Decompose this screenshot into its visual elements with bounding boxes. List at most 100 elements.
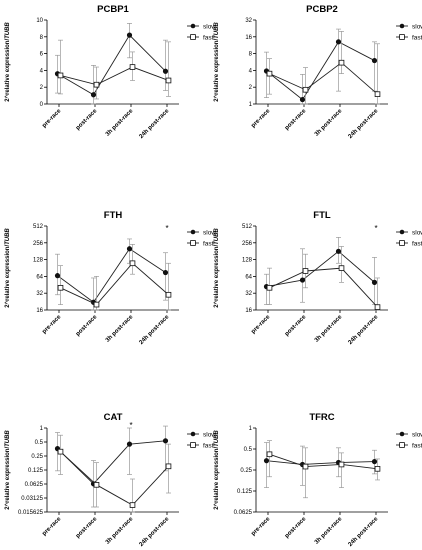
legend-label: fast [412,34,422,41]
data-point [338,59,345,66]
y-axis-label: 2^relative expression/TUBB [5,22,11,102]
data-point [338,265,345,271]
legend-marker [399,23,405,29]
y-tick-label: 16 [245,308,252,314]
data-point [162,269,169,276]
series-fast [57,39,172,100]
chart-title: TFRC [309,412,334,423]
y-tick-label: 64 [245,274,252,280]
series-slow [263,237,378,305]
y-tick-label: 16 [36,308,43,314]
y-tick-label: 0.25 [240,468,252,474]
x-tick-label: 3h post-race [105,314,135,344]
x-tick-label: 3h post-race [105,516,135,546]
legend-label: slow [412,23,422,30]
y-tick-label: 0.0625 [25,482,44,488]
y-tick-label: 0.015625 [18,510,44,516]
series-line [266,41,375,101]
legend: slow fast [187,431,216,449]
series-fast [266,440,381,499]
significance-marker: * [165,224,168,233]
x-tick-label: 24h post-race [348,108,380,140]
series-slow [54,23,169,105]
data-point [93,81,100,88]
series-line [269,453,378,470]
legend-marker [190,23,196,29]
data-point [263,458,270,464]
data-point [266,451,273,458]
data-point [338,461,345,468]
legend-label: fast [412,442,422,449]
series-line [60,66,169,86]
y-axis-label: 2^relative expression/TUBB [214,22,220,102]
x-tick-label: 24h post-race [348,314,380,346]
y-tick-label: 512 [33,224,44,230]
legend-marker [190,431,196,437]
x-tick-label: 3h post-race [314,516,344,546]
legend-marker [190,240,196,246]
y-tick-label: 0.125 [28,468,44,474]
data-point [90,92,97,98]
y-axis-label: 2^relative expression/TUBB [5,430,11,510]
data-point [371,458,378,465]
series-slow [263,28,378,105]
y-tick-label: 10 [36,18,43,24]
x-tick-label: post-race [284,108,308,132]
series-fast [266,31,381,105]
data-point [57,448,64,455]
legend-marker [399,431,405,437]
y-tick-label: 0.03125 [21,496,43,502]
legend: slow fast [187,229,216,247]
legend: slow fast [396,229,422,247]
data-point [129,64,136,70]
data-point [371,279,378,285]
legend-marker [190,442,196,448]
y-axis-label-gene: TUBB [5,430,11,447]
x-tick-label: pre-race [41,108,62,129]
legend-marker [399,442,405,448]
legend-label: slow [412,431,422,438]
chart-panel-pcbp2: PCBP2 2^relative expression/TUBB 1 2 4 8 16 32 p… [214,4,422,140]
data-point [165,463,172,470]
data-point [302,268,309,274]
legend-label: slow [203,229,216,236]
y-axis-label: 2^relative expression/TUBB [214,430,220,510]
chart-title: FTH [104,210,123,221]
legend: slow fast [396,431,422,449]
y-axis-label-prefix: 2^relative expression/ [214,39,220,102]
legend-marker [399,240,405,246]
data-point [371,57,378,64]
y-axis-label-prefix: 2^relative expression/ [5,447,11,510]
y-tick-label: 4 [249,68,253,74]
legend-label: fast [203,240,214,247]
data-point [374,466,381,472]
x-tick-label: 24h post-race [139,516,171,548]
y-axis-label-prefix: 2^relative expression/ [214,447,220,510]
y-tick-label: 64 [36,274,43,280]
y-tick-label: 16 [245,35,252,41]
legend-marker [399,229,405,235]
x-tick-label: pre-race [250,314,271,335]
data-point [93,482,100,488]
legend-label: fast [203,34,214,41]
y-tick-label: 0.25 [31,454,43,460]
x-tick-label: post-race [75,108,99,132]
series-line [269,62,378,95]
data-point [54,273,61,279]
y-tick-label: 2 [249,85,253,91]
data-point [302,463,309,470]
data-point [162,68,169,74]
chart-title: PCBP2 [306,4,338,15]
data-point [129,260,136,267]
y-tick-label: 2 [40,85,44,91]
legend-marker [190,34,196,40]
legend-label: fast [412,240,422,247]
data-point [299,277,306,283]
chart-panel-tfrc: TFRC 2^relative expression/TUBB 0.0625 0.12… [214,412,422,548]
data-point [299,96,306,103]
data-point [165,291,172,298]
y-tick-label: 0.0625 [234,510,253,516]
x-tick-label: post-race [75,314,99,338]
y-axis-label: 2^relative expression/TUBB [5,228,11,308]
